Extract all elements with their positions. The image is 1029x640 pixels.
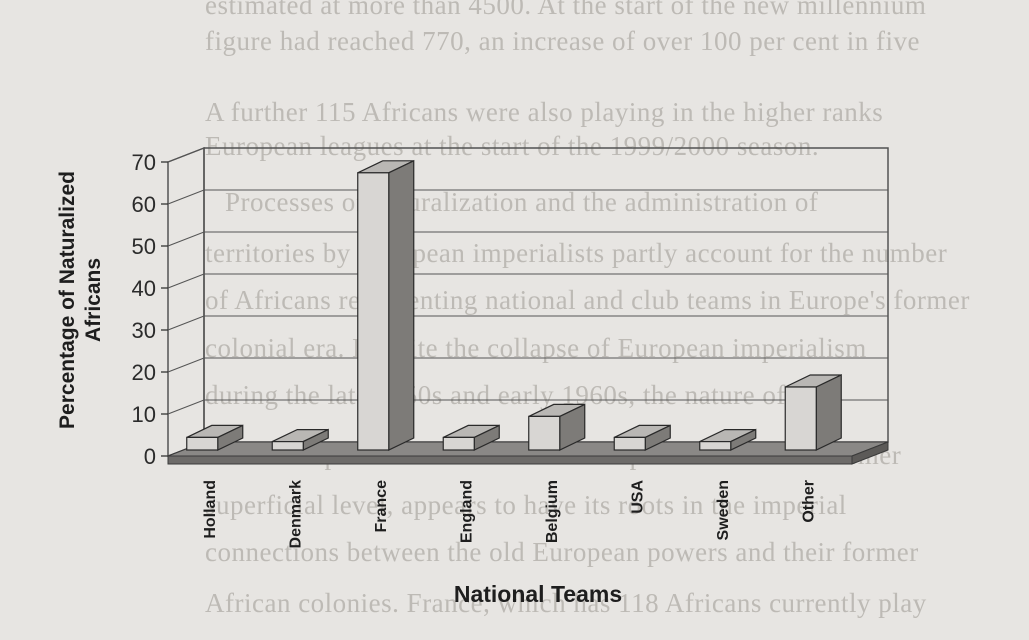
- x-tick-label: Holland: [202, 480, 219, 539]
- y-tick-label: 10: [132, 402, 156, 427]
- bar-front: [357, 172, 390, 451]
- background-text-line: estimated at more than 4500. At the star…: [205, 0, 927, 20]
- gridline: [167, 357, 888, 373]
- background-text-line: during the late 1950s and early 1960s, t…: [205, 380, 828, 410]
- y-axis-title-line-1: Percentage of Naturalized: [56, 171, 79, 429]
- y-tick-label: 30: [132, 318, 156, 343]
- gridline: [167, 399, 888, 415]
- x-tick-label: France: [373, 480, 390, 533]
- bar-usa: [613, 424, 671, 451]
- floor-side: [851, 441, 889, 465]
- y-tick-label: 0: [144, 444, 156, 469]
- y-tick-label: 40: [132, 276, 156, 301]
- background-text-line: territories by European imperialists par…: [205, 238, 948, 268]
- bar-other: [784, 374, 842, 451]
- bar-sweden: [699, 428, 757, 451]
- x-axis-ticks: Holland Denmark France England Belgium USA Swe…: [202, 480, 818, 549]
- background-text-line: European leagues at the start of the 199…: [205, 131, 820, 161]
- bar-side: [388, 159, 415, 451]
- gridline: [167, 315, 888, 331]
- y-axis-ticks: 0 10 20 30 40 50 60 70: [132, 150, 168, 469]
- y-tick-label: 20: [132, 360, 156, 385]
- bar-denmark: [271, 428, 329, 451]
- background-text-line: of Africans representing national and cl…: [205, 285, 970, 315]
- gridline: [167, 147, 888, 163]
- background-text-line: connections between the old European pow…: [205, 537, 919, 567]
- x-tick-label: Belgium: [544, 480, 561, 543]
- bar-belgium: [528, 403, 586, 451]
- bar-holland: [186, 424, 244, 451]
- y-axis-title-line-2: Africans: [82, 258, 105, 342]
- bar-side: [815, 374, 842, 451]
- background-text-line: African colonies. France, which has 118 …: [205, 588, 927, 618]
- x-tick-label: Sweden: [715, 480, 732, 540]
- bars: [186, 159, 842, 451]
- bar-front: [784, 386, 817, 451]
- background-text-line: superficial level, appears to have its r…: [205, 490, 847, 520]
- gridline: [167, 273, 888, 289]
- bar-france: [357, 159, 415, 451]
- side-wall: [167, 146, 205, 458]
- bar-front: [613, 436, 646, 451]
- bar-front: [699, 441, 732, 451]
- bar-front: [442, 436, 475, 451]
- background-text-line: A further 115 Africans were also playing…: [205, 97, 884, 127]
- x-tick-label: USA: [629, 480, 646, 514]
- gridline: [167, 231, 888, 247]
- y-tick-label: 70: [132, 150, 156, 175]
- bar-front: [186, 436, 219, 451]
- chart-walls: [167, 146, 889, 458]
- x-axis-title: National Teams: [454, 581, 622, 607]
- x-tick-label: Denmark: [287, 480, 304, 549]
- gridlines: [167, 147, 888, 457]
- gridline: [167, 189, 888, 205]
- bar-england: [442, 424, 500, 451]
- background-text-line: Processes of naturalization and the admi…: [225, 187, 819, 217]
- y-tick-label: 50: [132, 234, 156, 259]
- x-tick-label: Other: [800, 480, 817, 523]
- bar-front: [271, 441, 304, 451]
- background-text-line: figure had reached 770, an increase of o…: [205, 26, 920, 56]
- floor-front: [167, 455, 853, 465]
- y-tick-label: 60: [132, 192, 156, 217]
- x-tick-label: England: [458, 480, 475, 543]
- bar-front: [528, 415, 561, 451]
